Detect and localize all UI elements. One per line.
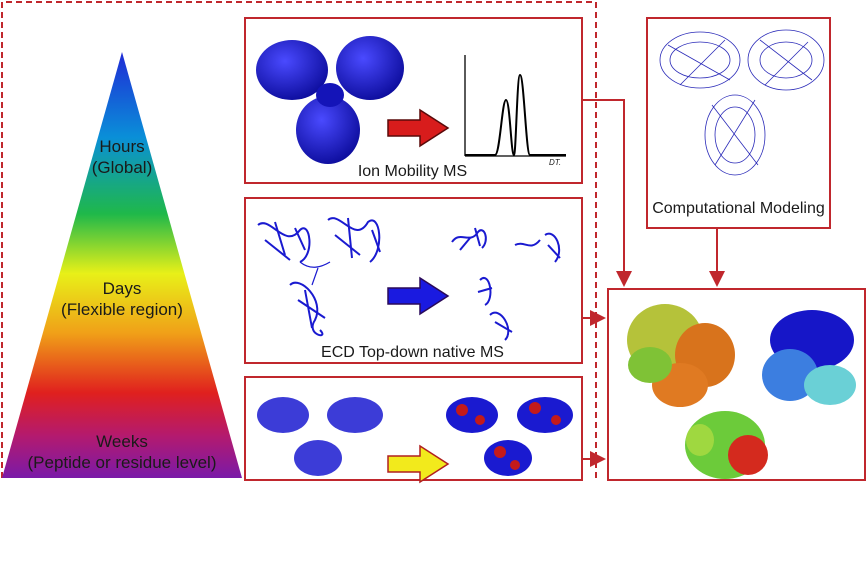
wireframe-model <box>659 29 825 176</box>
ecd-label: ECD Top-down native MS <box>321 344 504 361</box>
level-weeks: Weeks (Peptide or residue level) <box>2 431 242 473</box>
level-days: Days (Flexible region) <box>2 278 242 320</box>
modeling-panel <box>646 17 831 229</box>
level-weeks-detail: (Peptide or residue level) <box>27 453 217 472</box>
ion-mobility-label: Ion Mobility MS <box>357 163 468 180</box>
red-arrow <box>387 108 450 148</box>
colored-surface-model <box>627 304 856 479</box>
connector-ion-mobility <box>583 99 632 287</box>
drift-time-axis-label: DT. <box>549 158 562 167</box>
timescale-pyramid <box>2 52 242 478</box>
ribbon-model-left <box>257 217 381 337</box>
ecd-panel <box>244 197 583 364</box>
ribbon-model-fragments <box>451 227 561 341</box>
level-hours: Hours (Global) <box>2 136 242 178</box>
hdx-model-after <box>446 397 573 476</box>
dashed-frame <box>1 1 597 480</box>
level-hours-detail: (Global) <box>91 158 153 177</box>
drift-time-plot <box>464 55 566 157</box>
yellow-arrow <box>387 444 450 484</box>
level-days-detail: (Flexible region) <box>61 300 183 319</box>
antibody-surface-model <box>256 36 404 164</box>
level-hours-time: Hours <box>99 137 145 156</box>
level-days-time: Days <box>102 279 142 298</box>
modeling-label: Computational Modeling <box>652 200 825 217</box>
level-weeks-time: Weeks <box>96 432 148 451</box>
blue-arrow <box>387 276 450 316</box>
hdx-model-before <box>257 397 383 476</box>
